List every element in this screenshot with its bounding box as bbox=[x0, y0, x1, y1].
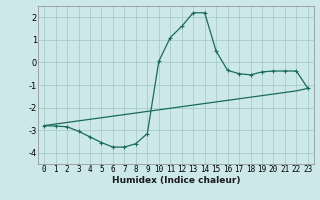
X-axis label: Humidex (Indice chaleur): Humidex (Indice chaleur) bbox=[112, 176, 240, 185]
